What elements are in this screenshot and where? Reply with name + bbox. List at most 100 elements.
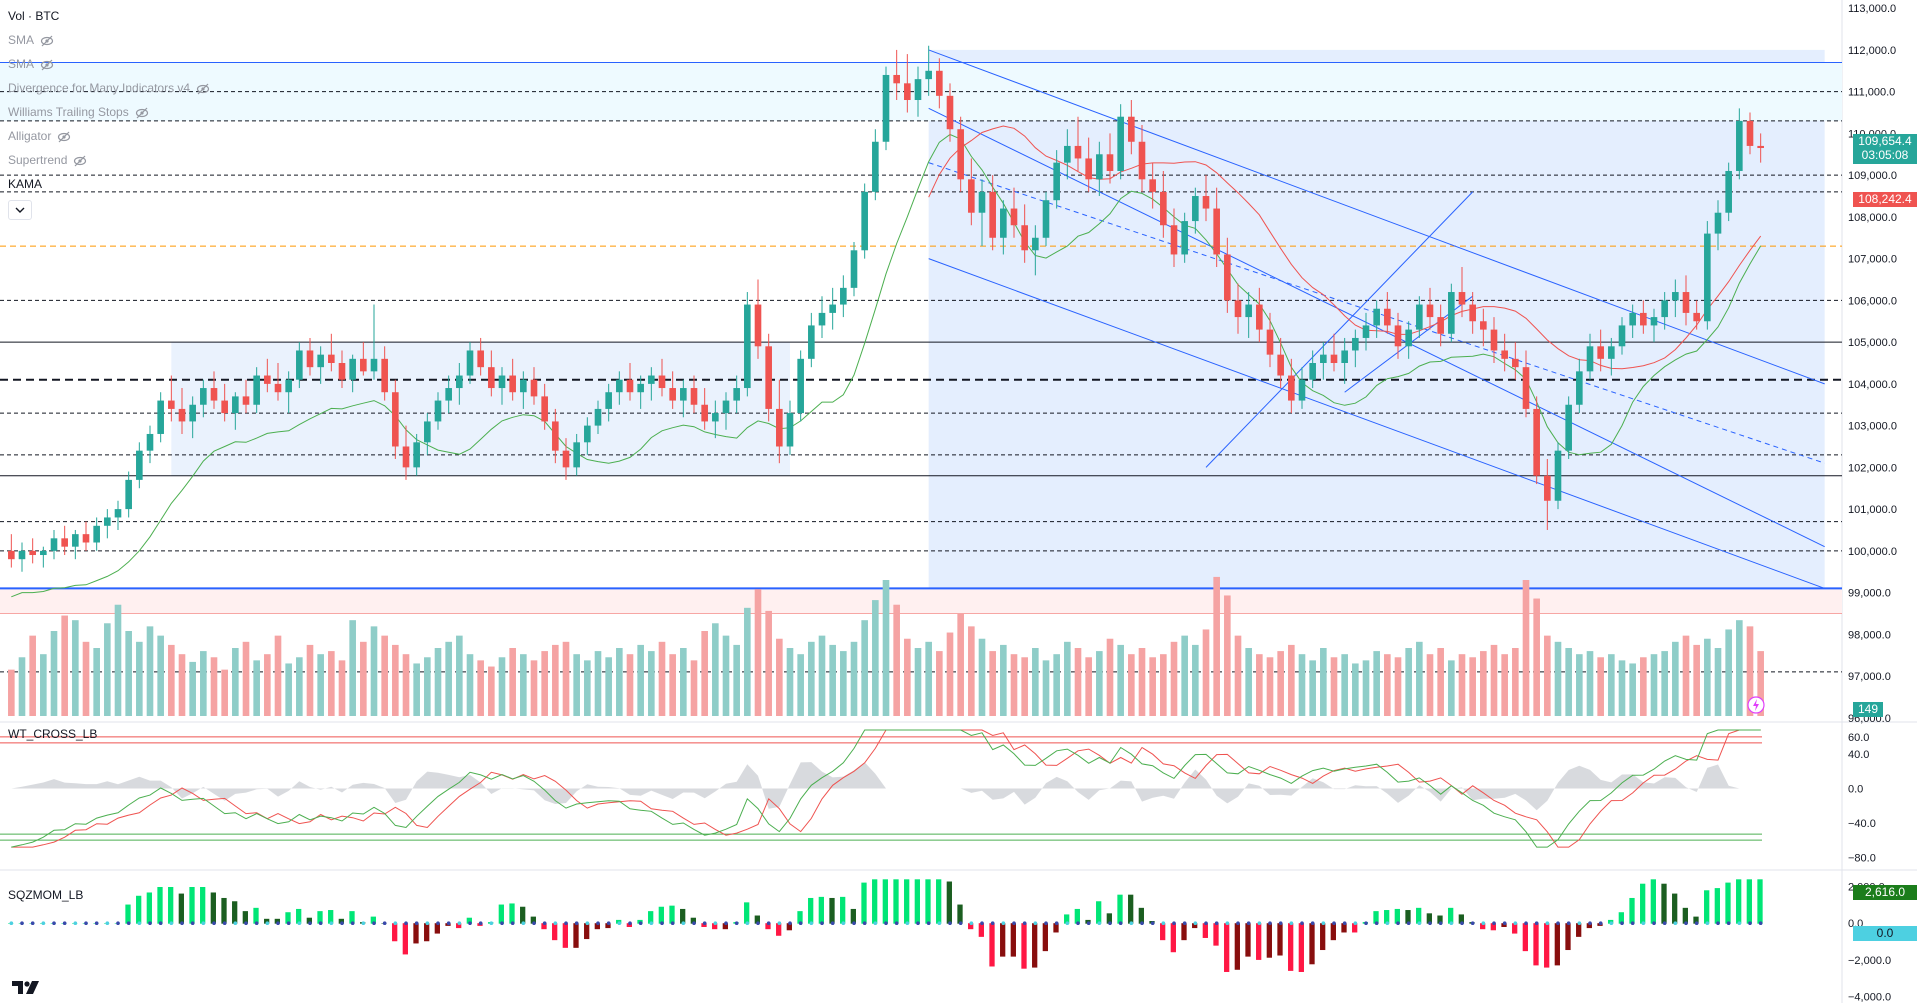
sqz-dot xyxy=(1044,921,1048,925)
eye-hidden-icon[interactable] xyxy=(135,107,149,119)
legend-vol[interactable]: Vol · BTC xyxy=(8,9,60,23)
sqz-dot xyxy=(1406,921,1411,925)
sqz-bar xyxy=(1725,882,1731,924)
candle-body xyxy=(370,358,378,372)
sqz-dot xyxy=(1065,921,1070,925)
candle-body xyxy=(445,388,452,401)
candle xyxy=(552,408,559,464)
eye-hidden-icon[interactable] xyxy=(73,155,87,167)
candle-body xyxy=(1266,329,1274,355)
candle-body xyxy=(1661,300,1668,318)
candle-body xyxy=(136,450,143,480)
price-axis-label: 112,000.0 xyxy=(1848,45,1896,57)
sqz-dot xyxy=(1193,921,1198,925)
volume-bar xyxy=(541,651,548,716)
candle-body xyxy=(946,95,954,130)
eye-hidden-icon[interactable] xyxy=(196,83,210,95)
volume-bar xyxy=(1234,635,1242,716)
sqz-dot xyxy=(489,921,494,925)
sqz-bar xyxy=(328,910,334,924)
eye-hidden-icon[interactable] xyxy=(40,35,54,47)
legend-williams[interactable]: Williams Trailing Stops xyxy=(8,104,149,120)
sqz-bar xyxy=(776,923,782,936)
candle-body xyxy=(264,375,271,384)
volume-bar xyxy=(1618,660,1626,716)
volume-bar xyxy=(1309,660,1316,716)
candle-body xyxy=(1576,371,1583,405)
legend-sma-1-label: SMA xyxy=(8,33,35,47)
legend-sma-2[interactable]: SMA xyxy=(8,56,54,72)
sqz-bar xyxy=(1736,879,1742,924)
candle-body xyxy=(1554,450,1562,501)
sqz-dot xyxy=(958,921,963,925)
candle xyxy=(829,287,836,330)
candle-body xyxy=(776,408,783,447)
candle-body xyxy=(488,367,495,389)
volume-bar xyxy=(1746,626,1754,716)
sqz-bar xyxy=(1693,916,1699,924)
candle-body xyxy=(168,400,175,409)
legend-alligator[interactable]: Alligator xyxy=(8,128,71,144)
sqz-bar xyxy=(1672,893,1678,924)
candle xyxy=(744,292,751,397)
sqz-dot xyxy=(788,921,792,925)
sqz-dot xyxy=(1481,921,1486,925)
sqz-dot xyxy=(478,921,483,925)
sqz-dot xyxy=(564,921,568,925)
sqz-dot xyxy=(105,921,110,925)
volume-bar xyxy=(1608,654,1615,716)
sqz-bar xyxy=(413,923,419,944)
sqz-dot xyxy=(308,921,312,925)
sqz-bar xyxy=(690,917,696,924)
candle xyxy=(1629,304,1636,338)
candle xyxy=(701,388,708,430)
sqz-bar xyxy=(957,904,963,924)
price-axis-label: 111,000.0 xyxy=(1848,87,1895,99)
sqz-bar xyxy=(552,923,558,941)
volume-bar xyxy=(1042,660,1050,716)
wt-cross-label[interactable]: WT_CROSS_LB xyxy=(8,727,98,741)
legend-supertrend[interactable]: Supertrend xyxy=(8,152,87,168)
legend-divergence[interactable]: Divergence for Many Indicators v4 xyxy=(8,80,210,96)
candle xyxy=(1533,396,1540,485)
legend-sma-1[interactable]: SMA xyxy=(8,32,54,48)
sqz-dot xyxy=(713,921,718,925)
candle xyxy=(413,433,420,476)
sqz-bar xyxy=(1106,913,1112,924)
volume-bar xyxy=(242,641,250,716)
sqzmom-label[interactable]: SQZMOM_LB xyxy=(8,888,84,902)
volume-bar xyxy=(392,644,399,716)
candle xyxy=(1341,337,1348,384)
candle-body xyxy=(1597,346,1604,359)
candle-body xyxy=(701,404,708,422)
eye-hidden-icon[interactable] xyxy=(40,59,54,71)
candle-body xyxy=(1501,350,1508,359)
sqz-bar xyxy=(786,923,792,931)
last-price-badge: 109,654.4 03:05:08 xyxy=(1853,134,1917,164)
volume-bar xyxy=(488,666,495,716)
candle-body xyxy=(744,304,751,389)
candle xyxy=(349,354,356,393)
sqz-dot xyxy=(1332,921,1336,925)
candle-body xyxy=(1682,292,1690,313)
sqz-dot xyxy=(1054,921,1059,925)
sqz-dot xyxy=(894,921,899,925)
candle-body xyxy=(1448,292,1455,334)
legend-kama[interactable]: KAMA xyxy=(8,177,43,191)
volume-bar xyxy=(1480,651,1487,716)
tradingview-logo-icon[interactable] xyxy=(10,978,42,996)
candle xyxy=(285,371,292,414)
candle xyxy=(402,425,410,480)
sqz-dot xyxy=(1310,921,1315,925)
volume-bar xyxy=(93,648,100,716)
candle-body xyxy=(125,479,132,510)
candle xyxy=(605,383,612,422)
volume-bar xyxy=(1384,654,1391,716)
sqz-bar xyxy=(1010,923,1016,957)
volume-bar xyxy=(349,620,356,716)
candle xyxy=(882,66,890,151)
legend-collapse-button[interactable] xyxy=(8,200,32,220)
candle xyxy=(1032,225,1039,276)
eye-hidden-icon[interactable] xyxy=(57,131,71,143)
